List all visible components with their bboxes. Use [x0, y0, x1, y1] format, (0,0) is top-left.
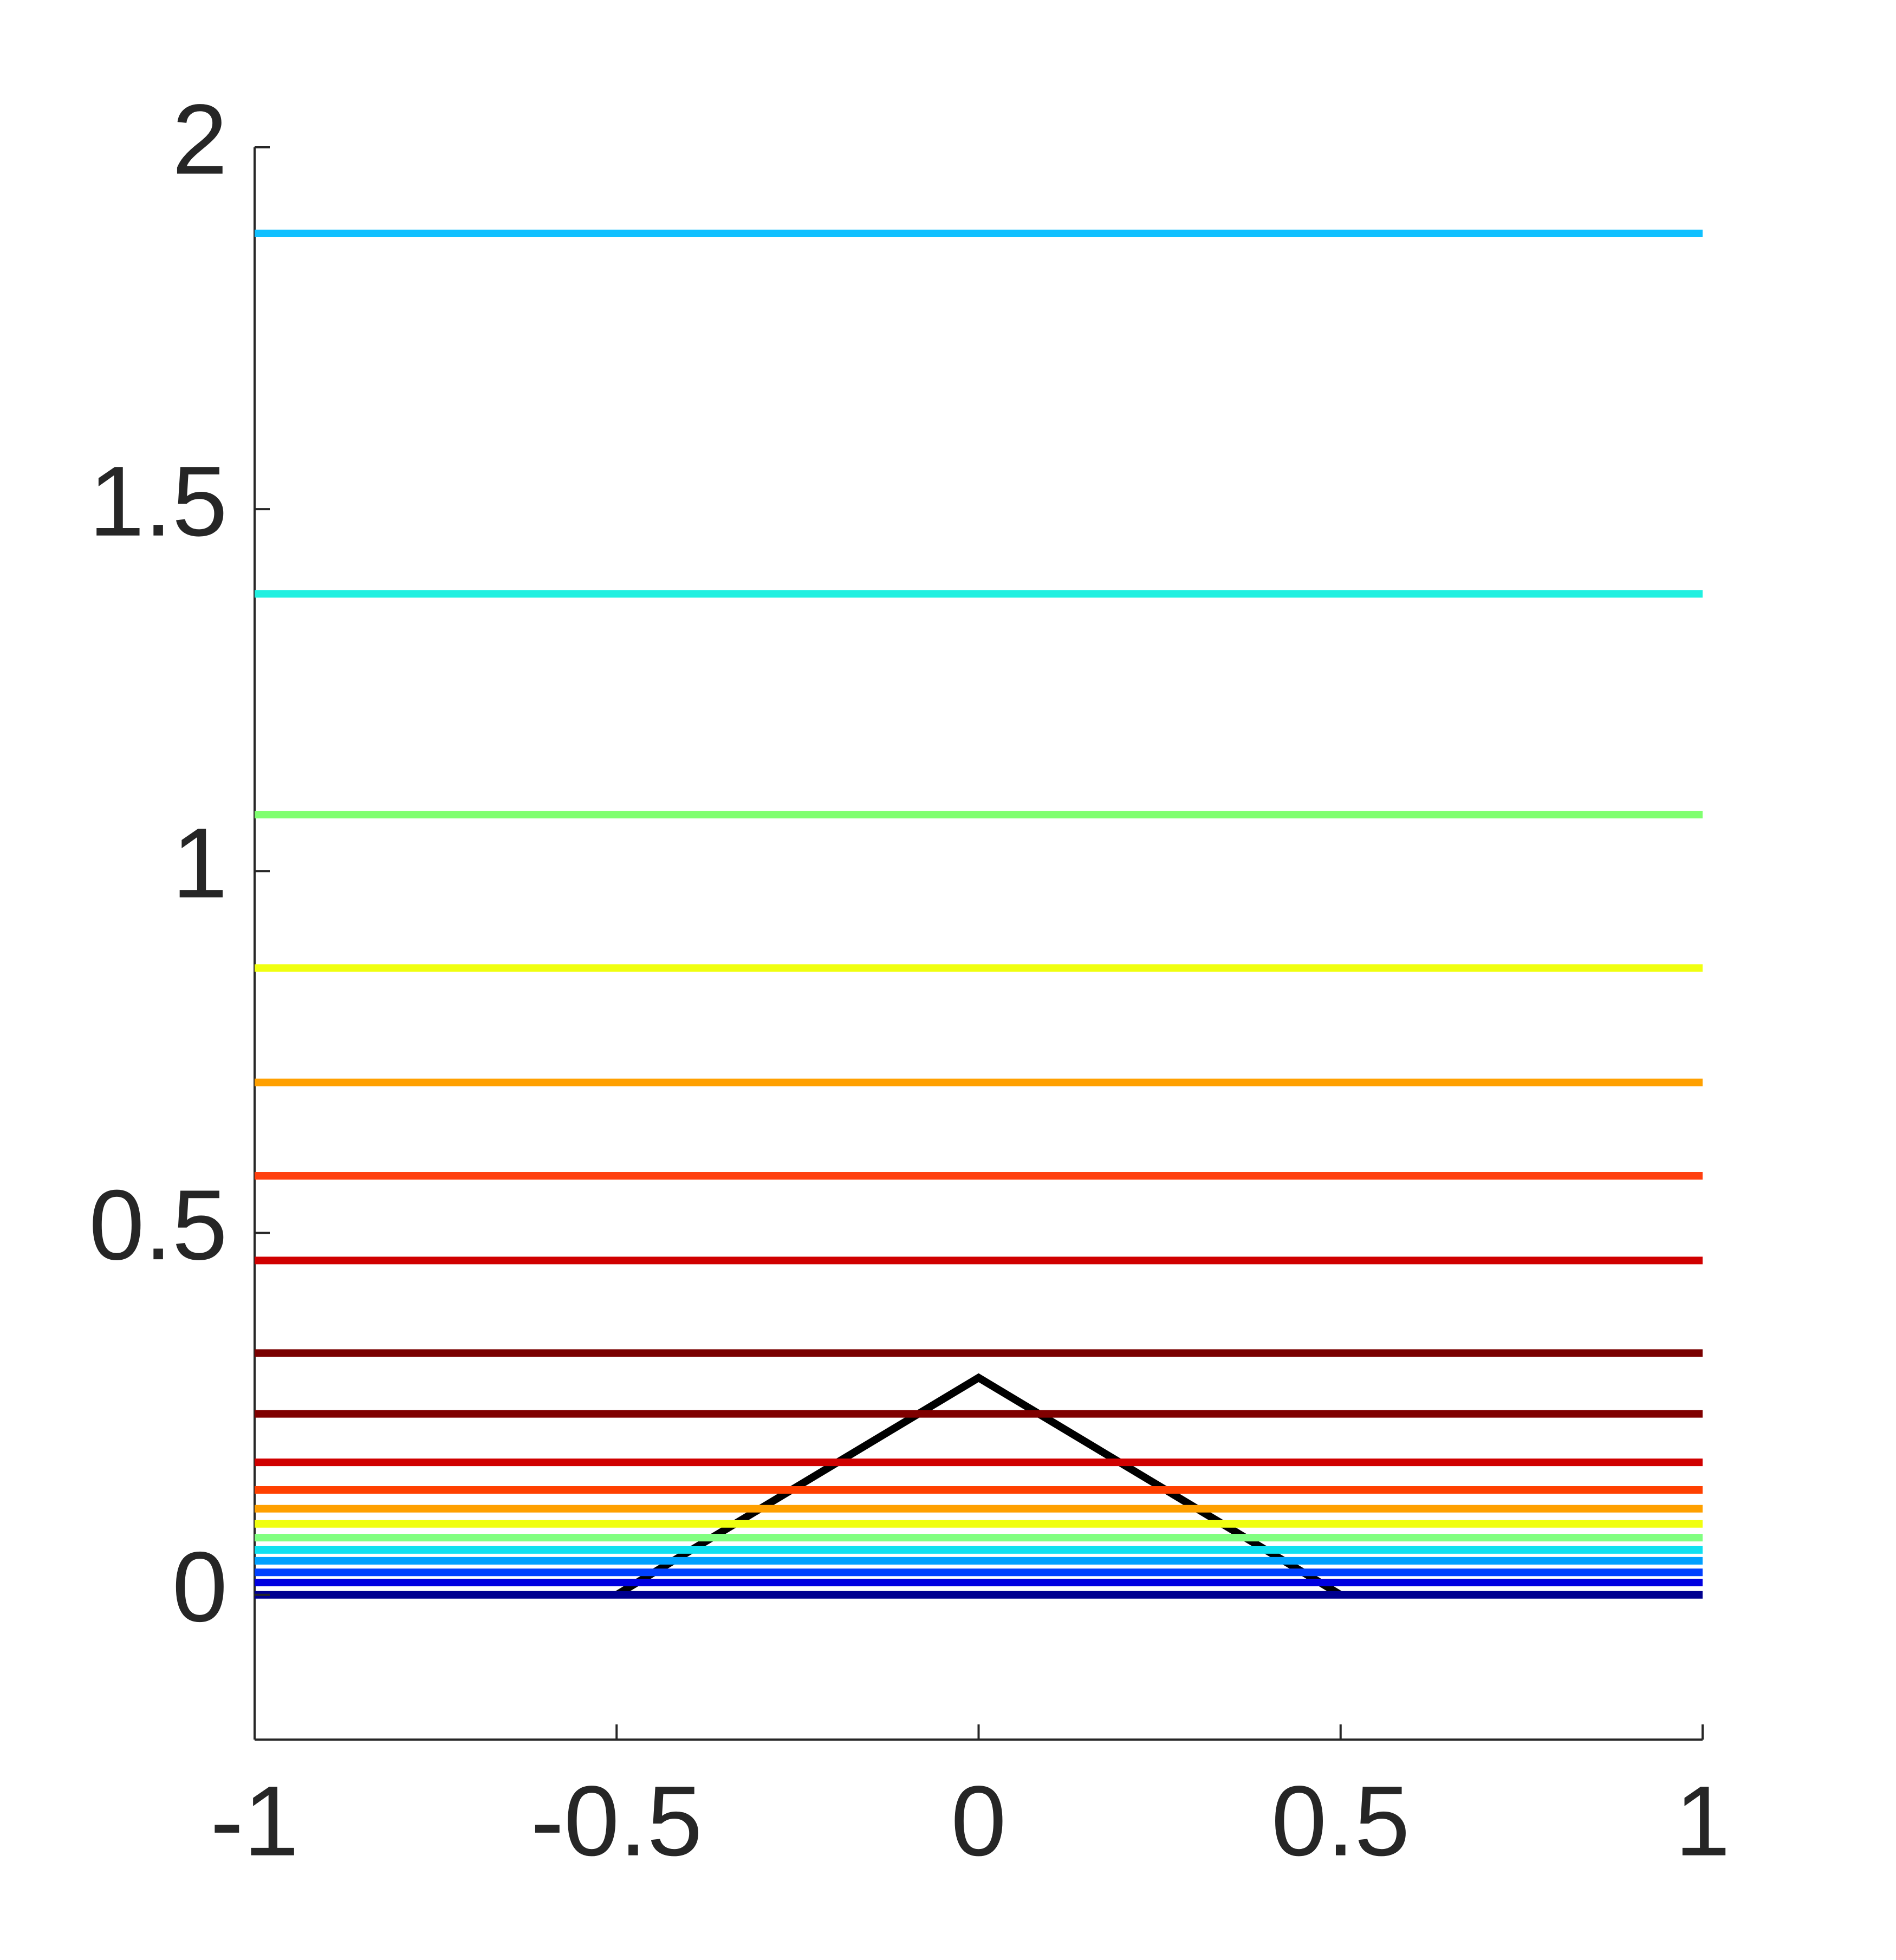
y-tick-label: 0	[172, 1531, 228, 1642]
y-tick-label: 0.5	[89, 1169, 228, 1280]
x-tick-label: 1	[1675, 1765, 1730, 1877]
x-tick-label: 0.5	[1271, 1765, 1410, 1877]
x-tick-label: 0	[951, 1765, 1006, 1877]
plot-area	[255, 230, 1703, 1599]
x-tick-label: -1	[210, 1765, 299, 1877]
y-tick-label: 1.5	[89, 445, 228, 557]
y-tick-label: 1	[172, 807, 228, 919]
y-tick-label: 2	[172, 83, 228, 195]
x-tick-label: -0.5	[531, 1765, 703, 1877]
